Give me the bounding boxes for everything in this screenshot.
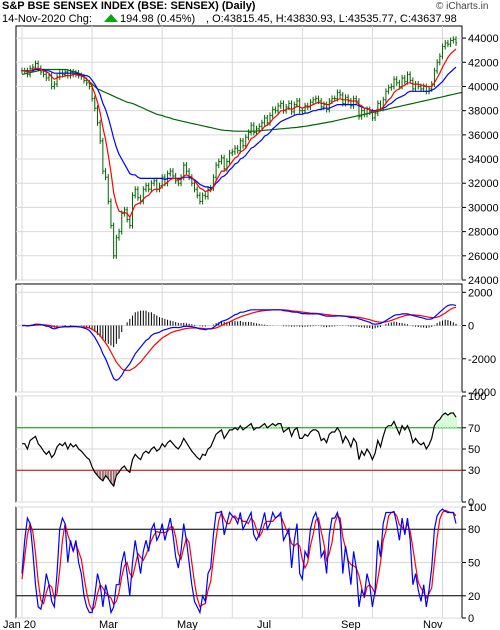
y-tick-label: 100	[468, 391, 486, 403]
y-tick-label: 2000	[468, 287, 492, 299]
y-tick-label: 32000	[468, 178, 499, 190]
x-tick-label: Jul	[257, 619, 271, 630]
y-tick-label: 0	[468, 321, 474, 333]
up-arrow-icon	[104, 14, 118, 22]
y-tick-label: 30000	[468, 202, 499, 214]
y-tick-label: 80	[468, 524, 480, 536]
stochastic-panel: 100 80 50 20 0	[16, 502, 486, 625]
y-tick-label: 34000	[468, 154, 499, 166]
y-tick-label: 38000	[468, 106, 499, 118]
y-tick-label: 50	[468, 444, 480, 456]
chart-title: S&P BSE SENSEX INDEX (BSE: SENSEX) (Dail…	[2, 0, 256, 12]
y-tick-label: 28000	[468, 227, 499, 239]
y-tick-label: 70	[468, 423, 480, 435]
change-value: 194.98 (0.45%)	[120, 13, 195, 25]
date-change-label: 14-Nov-2020 Chg:	[2, 13, 92, 25]
y-tick-label: 36000	[468, 130, 499, 142]
x-tick-label: Jan 20	[3, 619, 36, 630]
y-tick-label: 44000	[468, 33, 499, 45]
y-tick-label: 20	[468, 591, 480, 603]
x-tick-label: Mar	[99, 619, 118, 630]
y-tick-label: 40000	[468, 81, 499, 93]
credit-label: © iCharts.in	[436, 1, 488, 12]
y-tick-label: 26000	[468, 251, 499, 263]
x-tick-label: Nov	[423, 619, 443, 630]
y-tick-label: 24000	[468, 275, 499, 287]
y-tick-label: 42000	[468, 57, 499, 69]
x-tick-label: May	[177, 619, 198, 630]
price-panel: 24000 26000 28000 30000 32000 34000 36000 38000…	[16, 26, 499, 287]
x-tick-label: Sep	[341, 619, 361, 630]
y-tick-label: 0	[468, 613, 474, 625]
y-tick-label: 100	[468, 502, 486, 514]
y-tick-label: -2000	[468, 354, 496, 366]
y-tick-label: 50	[468, 558, 480, 570]
ohlc-values: , O:43815.45, H:43830.93, L:43535.77, C:…	[206, 13, 457, 25]
y-tick-label: 30	[468, 465, 480, 477]
x-axis: Jan 20 Mar May Jul Sep Nov	[3, 619, 443, 630]
macd-panel-frame	[16, 284, 462, 392]
